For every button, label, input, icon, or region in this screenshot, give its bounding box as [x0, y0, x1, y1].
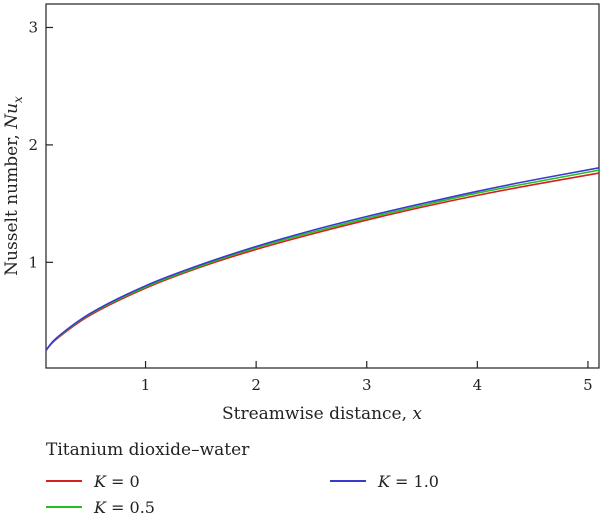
legend-item-k10: K = 1.0	[330, 471, 439, 491]
legend-item-k05: K = 0.5	[46, 497, 155, 517]
x-tick-label: 3	[362, 376, 372, 394]
legend-swatch	[330, 480, 366, 482]
legend-label: K = 0	[94, 471, 140, 491]
chart: 1 2 3 4 5 1 2 3 Streamwise distance, x Nusselt…	[2, 3, 600, 424]
plot-frame	[45, 3, 600, 369]
legend-title: Titanium dioxide–water	[46, 440, 250, 460]
y-tick-label: 3	[28, 18, 38, 36]
series-line-1	[45, 169, 600, 351]
legend-swatch	[46, 480, 82, 482]
x-axis-title: Streamwise distance, x	[222, 404, 422, 424]
legend-swatch	[46, 506, 82, 508]
series-line-2	[45, 167, 600, 351]
y-tick-label: 1	[28, 253, 38, 271]
legend: Titanium dioxide–water K = 0 K = 0.5 K =…	[46, 440, 586, 517]
legend-label: K = 0.5	[94, 497, 155, 517]
y-axis-title: Nusselt number, Nux	[2, 96, 25, 276]
legend-label: K = 1.0	[378, 471, 439, 491]
series-line-0	[45, 172, 600, 351]
y-tick-label: 2	[28, 136, 38, 154]
x-tick-label: 4	[473, 376, 483, 394]
x-tick-label: 2	[251, 376, 261, 394]
x-tick-label: 5	[583, 376, 593, 394]
legend-item-k0: K = 0	[46, 471, 140, 491]
x-tick-label: 1	[141, 376, 151, 394]
